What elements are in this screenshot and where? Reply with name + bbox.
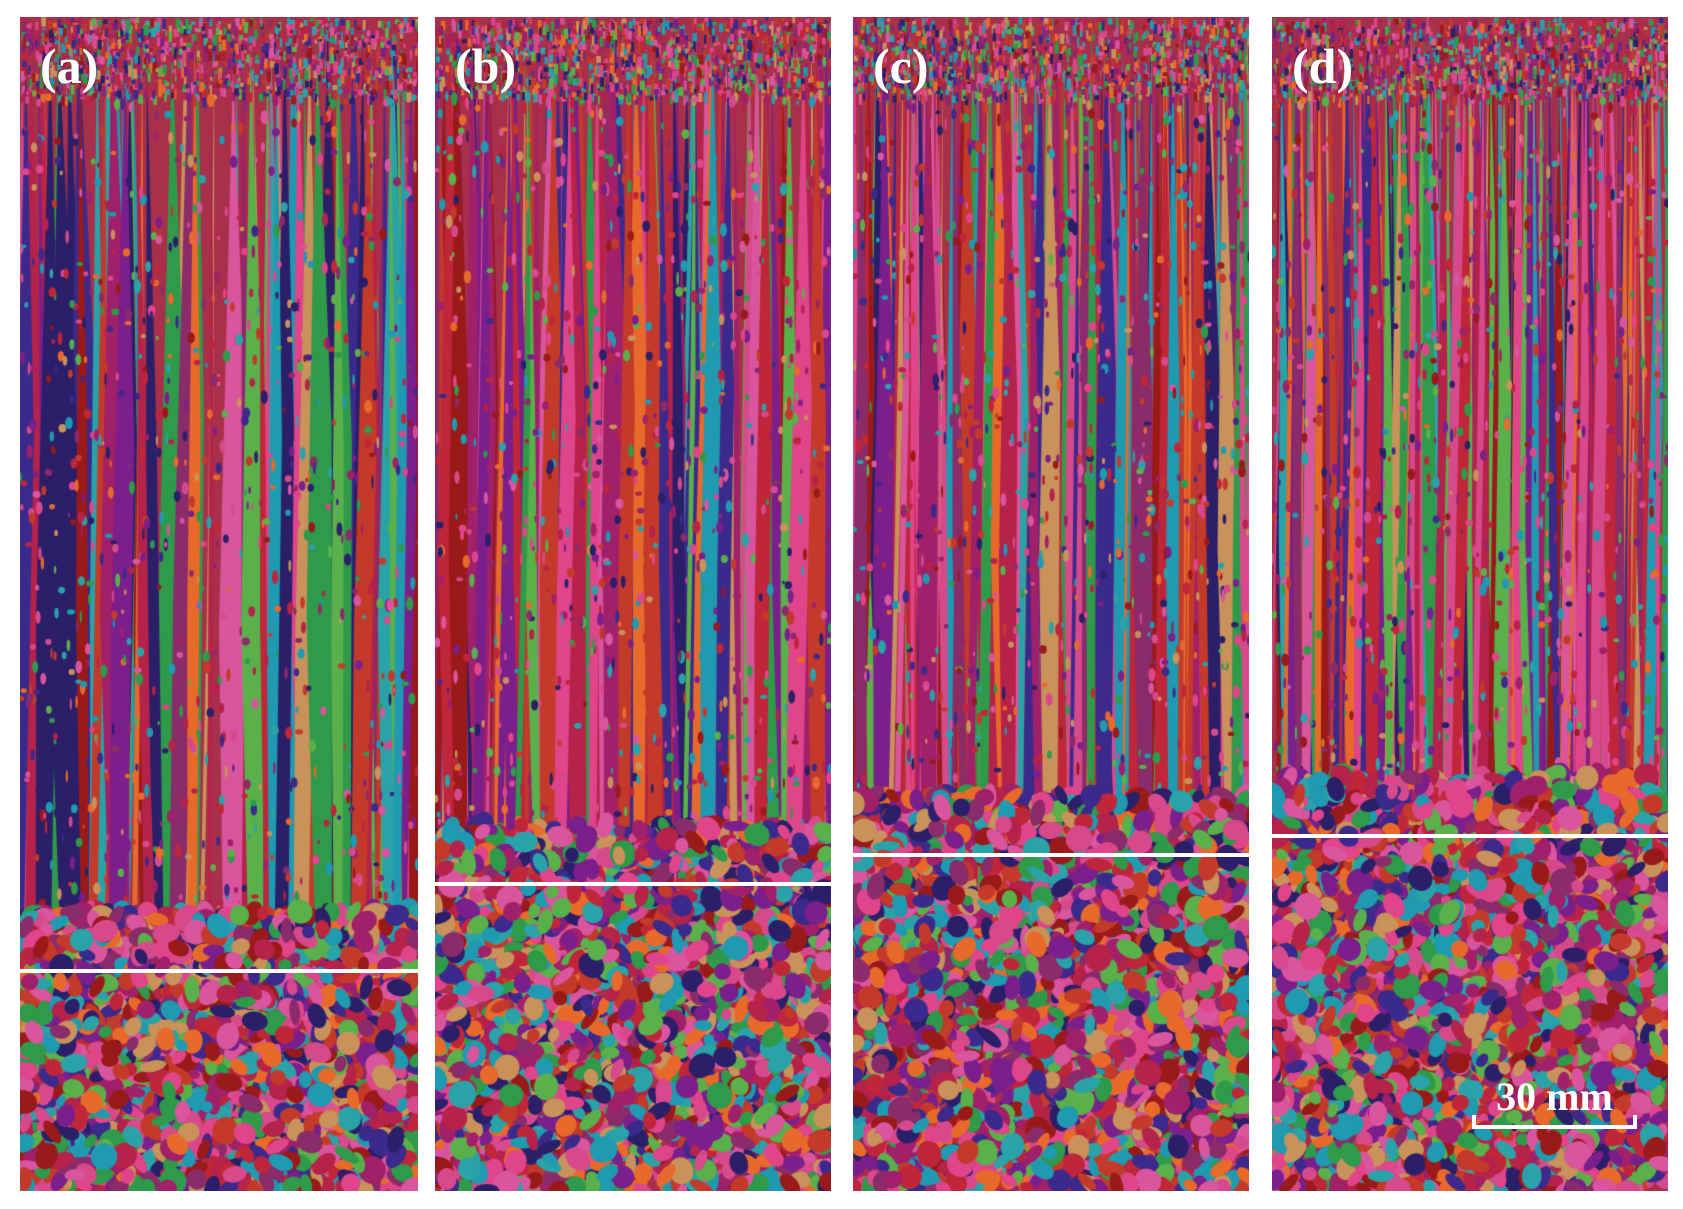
columnar-equiaxed-divider-d: [1272, 834, 1668, 838]
panel-label-b: (b): [455, 38, 517, 94]
grain-map-a: [20, 17, 418, 1191]
panel-a: (a): [20, 17, 418, 1191]
columnar-equiaxed-divider-b: [435, 882, 831, 886]
panel-b: (b): [435, 17, 831, 1191]
panel-label-c: (c): [873, 38, 929, 94]
grain-map-d: [1272, 17, 1668, 1191]
grain-map-b: [435, 17, 831, 1191]
scale-bar-label: 30 mm: [1496, 1074, 1613, 1119]
columnar-equiaxed-divider-c: [853, 853, 1249, 857]
grain-map-c: [853, 17, 1249, 1191]
panel-c: (c): [853, 17, 1249, 1191]
panel-d: (d) 30 mm: [1272, 17, 1668, 1191]
scale-bar-line: [1472, 1115, 1637, 1129]
panel-label-d: (d): [1292, 38, 1354, 94]
columnar-equiaxed-divider-a: [20, 969, 418, 973]
scale-bar: 30 mm: [1472, 1077, 1637, 1129]
panel-label-a: (a): [40, 38, 99, 94]
